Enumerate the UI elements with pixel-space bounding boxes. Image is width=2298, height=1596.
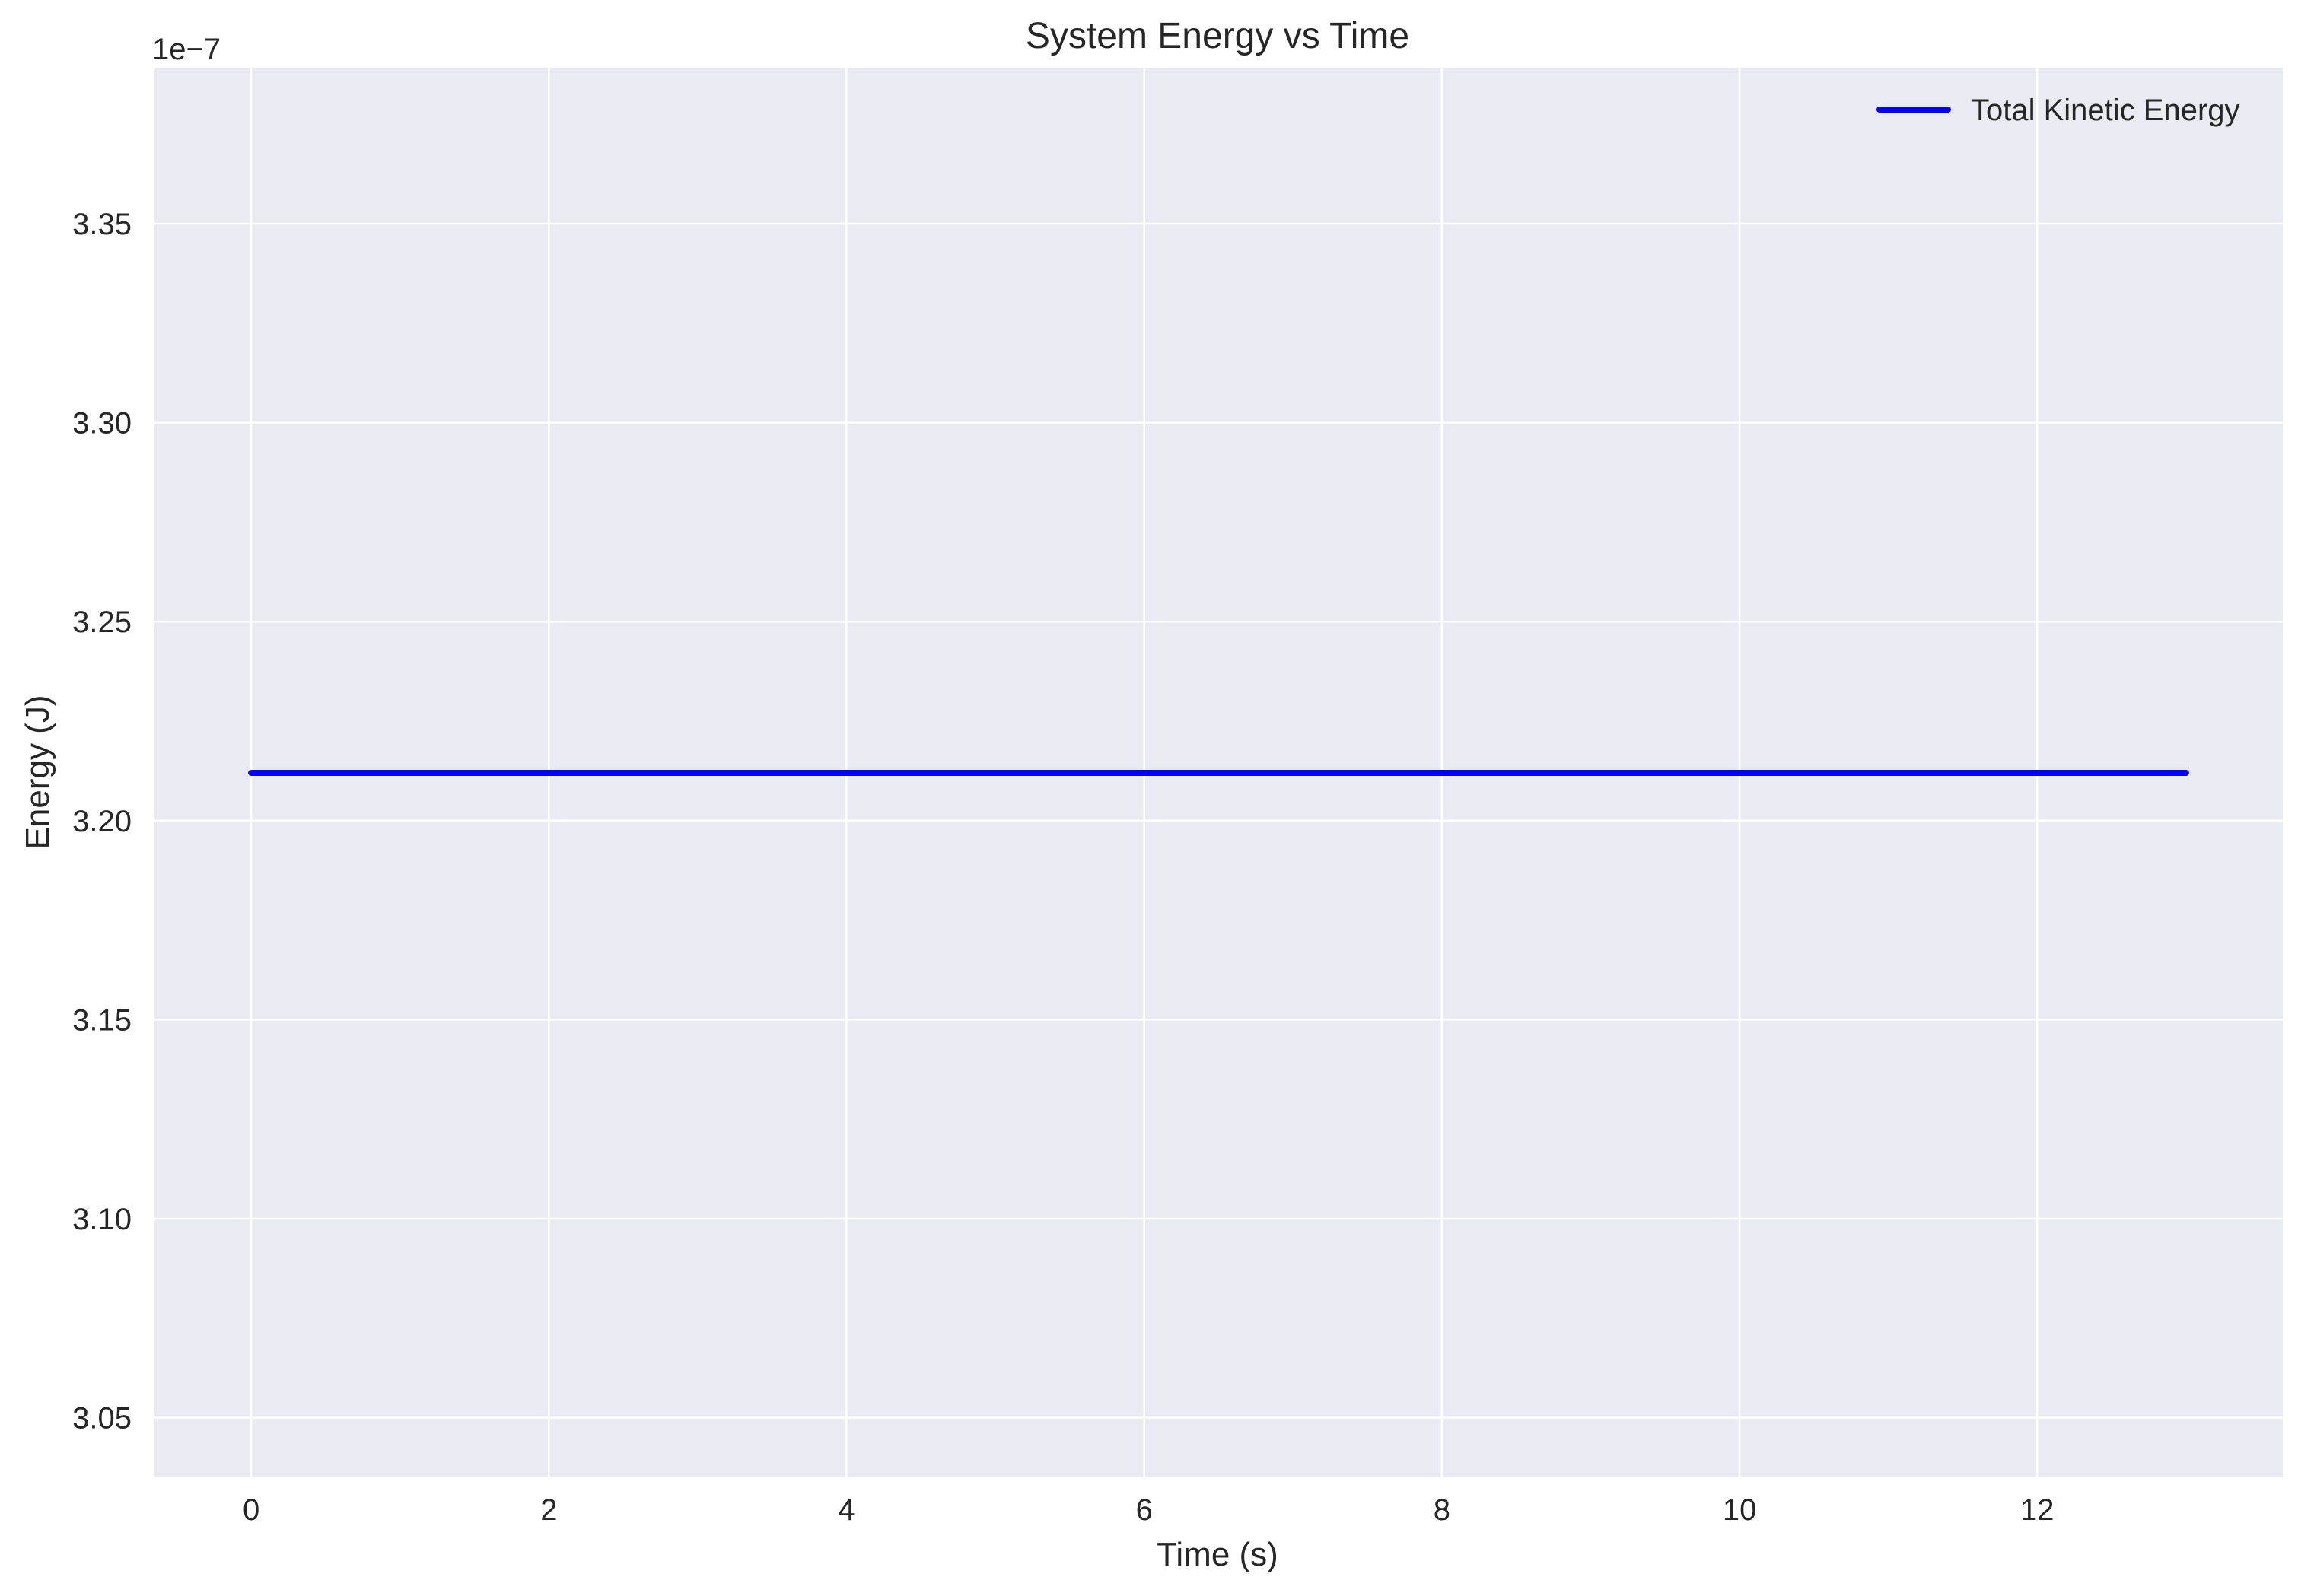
x-tick-label: 8 xyxy=(1434,1493,1450,1527)
x-axis-label: Time (s) xyxy=(1157,1536,1278,1573)
y-tick-label: 3.35 xyxy=(72,208,132,241)
legend: Total Kinetic Energy xyxy=(1876,94,2240,127)
y-tick-label: 3.10 xyxy=(72,1203,132,1236)
x-tick-label: 6 xyxy=(1136,1493,1153,1527)
x-tick-label: 0 xyxy=(243,1493,259,1527)
x-tick-label: 12 xyxy=(2020,1493,2055,1527)
y-tick-label: 3.15 xyxy=(72,1003,132,1037)
y-tick-label: 3.20 xyxy=(72,805,132,838)
y-axis-ticks: 3.05 3.10 3.15 3.20 3.25 3.30 3.35 xyxy=(72,208,132,1435)
y-axis-label: Energy (J) xyxy=(19,695,56,850)
legend-label: Total Kinetic Energy xyxy=(1971,94,2240,127)
y-tick-label: 3.25 xyxy=(72,606,132,639)
chart-title: System Energy vs Time xyxy=(1026,16,1409,56)
x-tick-label: 4 xyxy=(838,1493,855,1527)
x-tick-label: 2 xyxy=(540,1493,557,1527)
y-tick-label: 3.30 xyxy=(72,407,132,440)
y-axis-offset-label: 1e−7 xyxy=(152,33,221,66)
x-tick-label: 10 xyxy=(1723,1493,1757,1527)
x-axis-ticks: 0 2 4 6 8 10 12 xyxy=(243,1493,2055,1527)
y-tick-label: 3.05 xyxy=(72,1402,132,1435)
